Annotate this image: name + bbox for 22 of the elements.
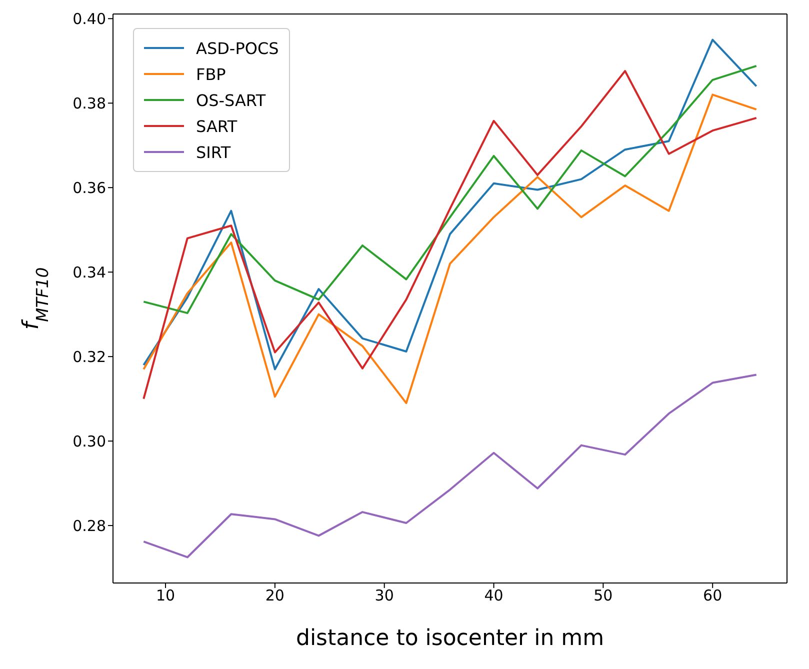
y-tick-label: 0.38 xyxy=(72,94,106,112)
x-tick-label: 40 xyxy=(484,586,504,605)
legend-label: FBP xyxy=(196,64,226,84)
x-tick-label: 30 xyxy=(374,586,394,605)
legend-label: SIRT xyxy=(196,142,231,162)
y-tick-label: 0.32 xyxy=(72,348,106,366)
y-tick-label: 0.36 xyxy=(72,178,106,197)
x-tick-label: 20 xyxy=(265,586,284,605)
x-tick-label: 10 xyxy=(156,586,176,605)
line-series xyxy=(142,64,758,314)
y-tick-label: 0.30 xyxy=(72,432,106,450)
x-tick-label: 50 xyxy=(594,586,613,605)
y-tick-label: 0.28 xyxy=(72,516,106,535)
y-tick-label: 0.34 xyxy=(72,263,106,282)
x-tick-label: 60 xyxy=(703,586,722,605)
y-tick-label: 0.40 xyxy=(72,10,106,28)
legend-label: OS-SART xyxy=(196,90,266,110)
line-series xyxy=(142,374,758,558)
legend-label: ASD-POCS xyxy=(196,38,279,58)
legend-label: SART xyxy=(196,116,238,136)
line-series xyxy=(142,38,758,370)
x-axis-title: distance to isocenter in mm xyxy=(296,626,604,651)
